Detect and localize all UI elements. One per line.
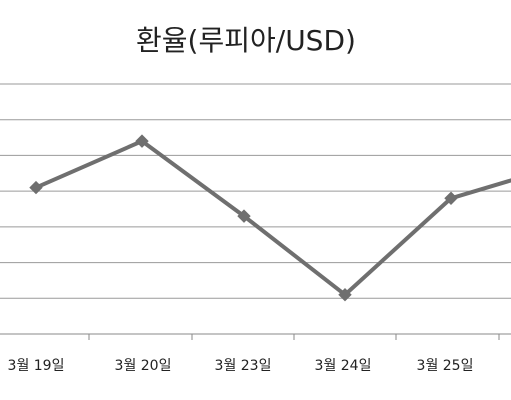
data-point-marker (444, 191, 458, 205)
data-point-marker (237, 209, 251, 223)
x-tick-labels: 3월 19일 3월 20일 3월 23일 3월 24일 3월 25일 (8, 358, 474, 374)
x-tick-label: 3월 25일 (417, 358, 474, 374)
chart-title: 환율(루피아/USD) (136, 24, 356, 57)
gridlines (0, 83, 511, 299)
x-axis (0, 333, 511, 340)
data-point-marker (29, 180, 43, 195)
data-point-marker (135, 134, 149, 148)
series-line (34, 139, 511, 297)
x-tick-label: 3월 19일 (8, 358, 65, 374)
data-point-marker (338, 288, 352, 302)
data-points (29, 134, 458, 302)
series-line-group (34, 139, 511, 297)
x-tick-label: 3월 20일 (115, 358, 172, 374)
x-tick-label: 3월 24일 (315, 358, 372, 374)
x-tick-label: 3월 23일 (215, 358, 272, 374)
